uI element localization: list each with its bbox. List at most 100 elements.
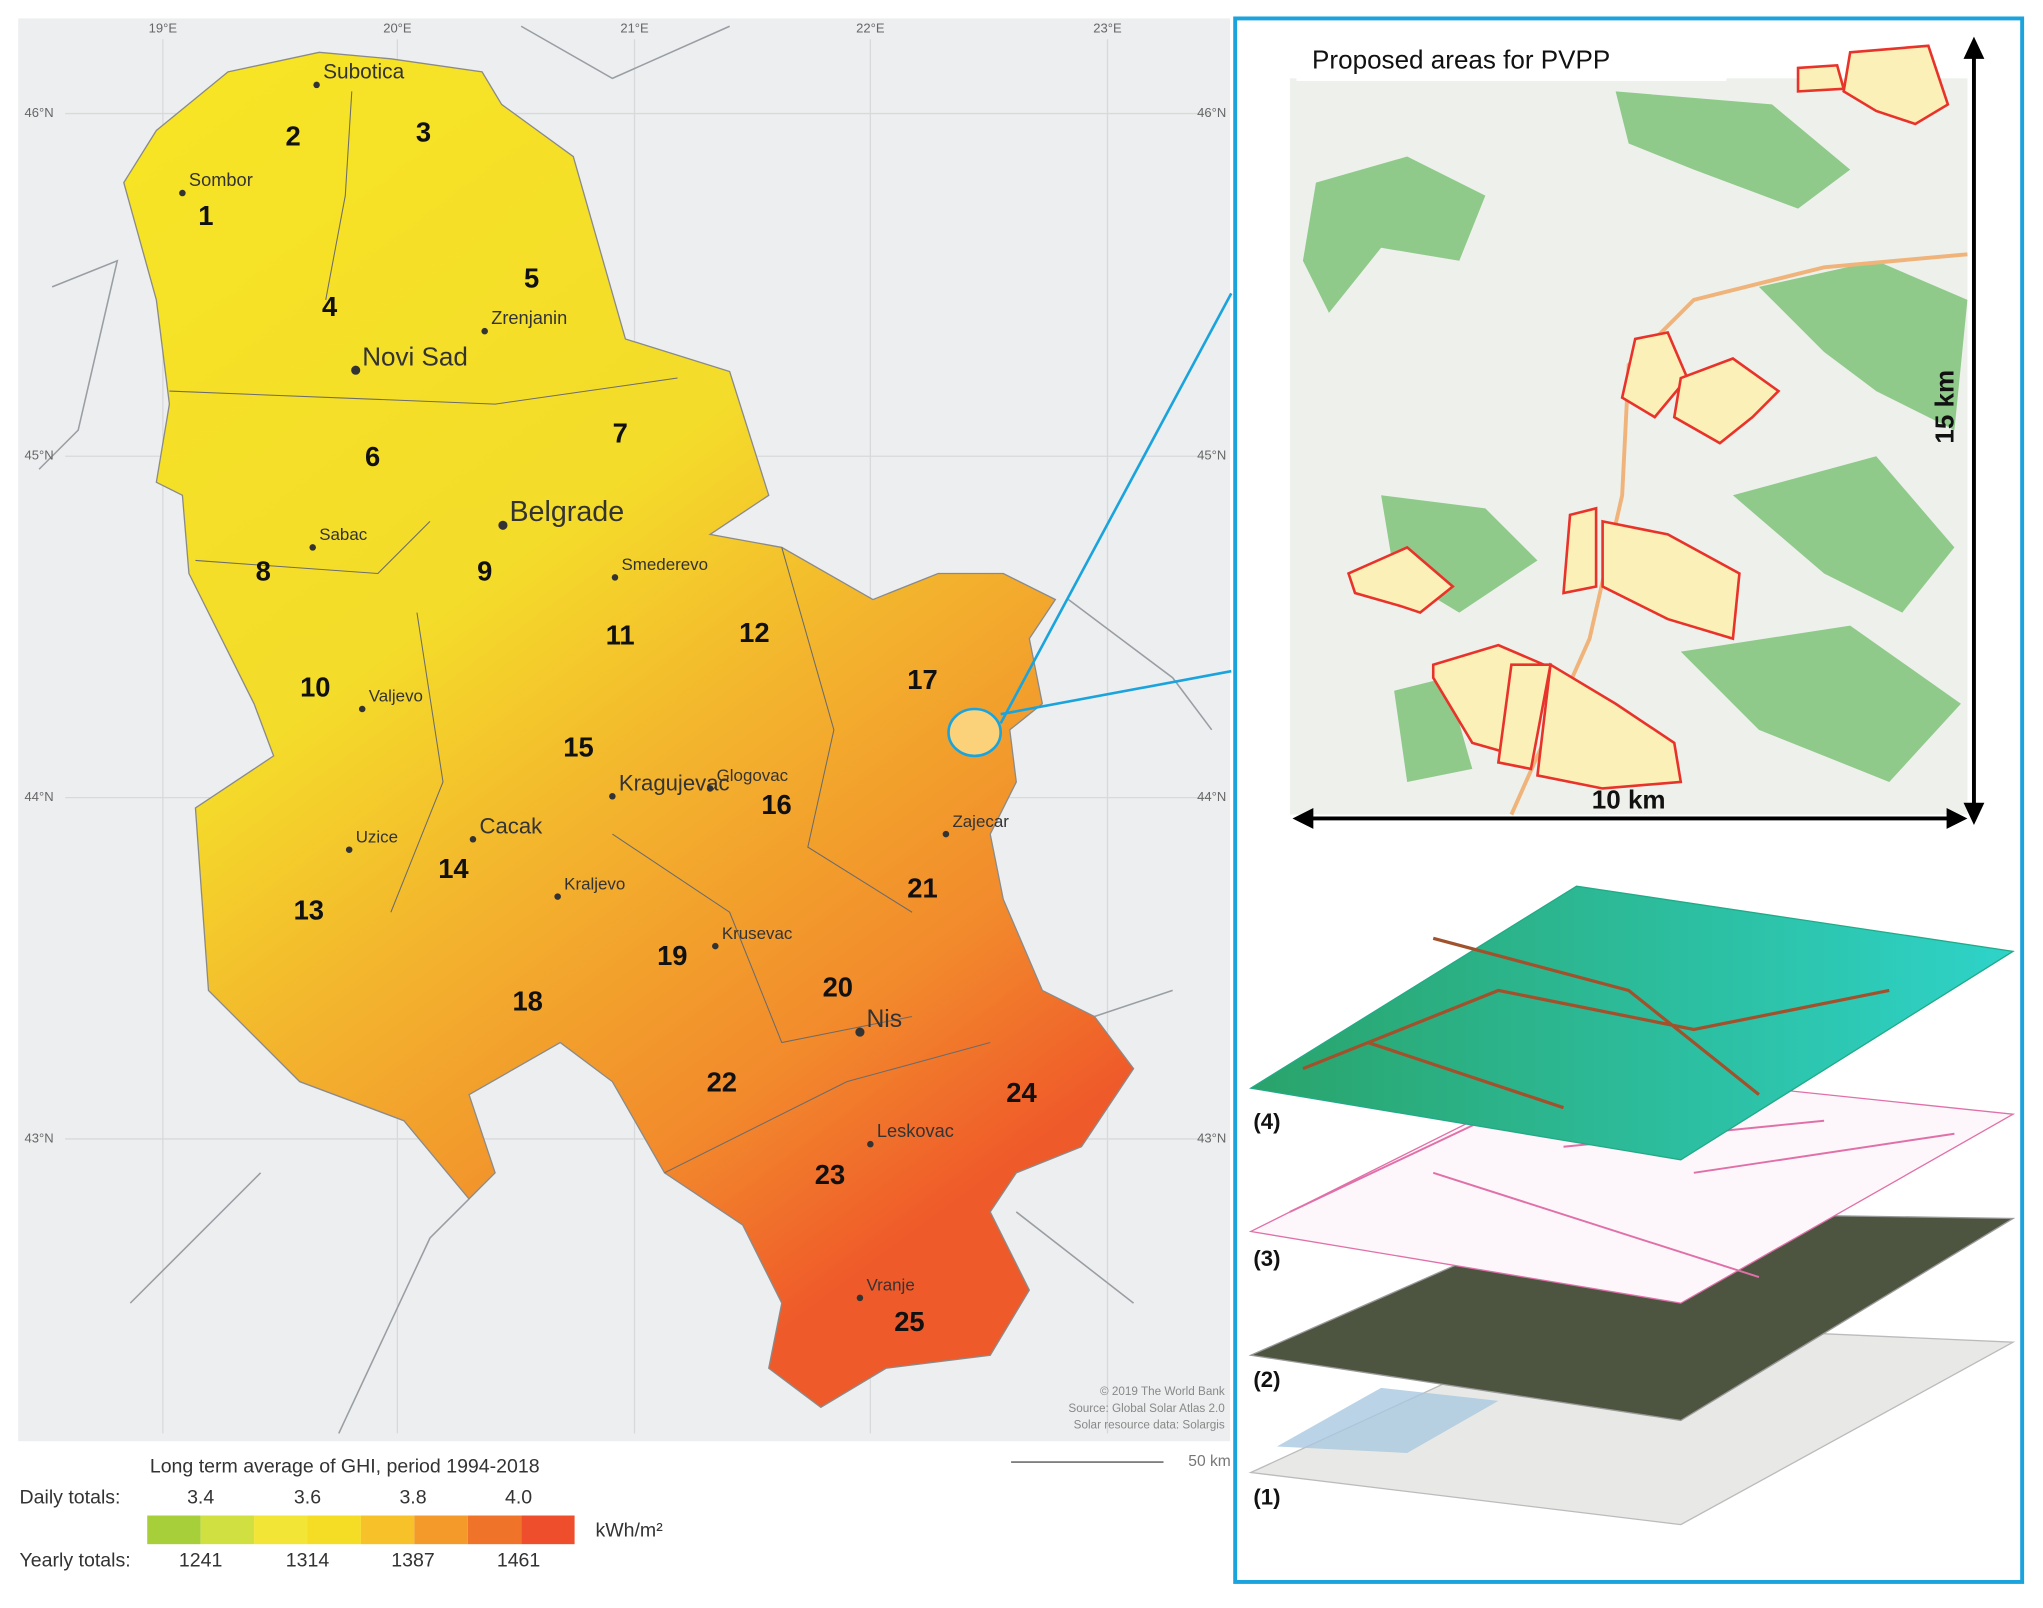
study-area xyxy=(947,707,1002,758)
region-number: 23 xyxy=(815,1159,845,1190)
right-panel xyxy=(1233,16,2025,1584)
city-label: Vranje xyxy=(866,1276,914,1295)
region-number: 3 xyxy=(416,117,431,148)
city-dot xyxy=(611,574,619,581)
city-label: Cacak xyxy=(479,813,543,838)
legend-label: Daily totals: xyxy=(20,1487,121,1509)
legend-title: Long term average of GHI, period 1994-20… xyxy=(150,1455,540,1477)
city-label: Leskovac xyxy=(877,1120,954,1141)
layer-label: (4) xyxy=(1253,1109,1280,1134)
city-label: Kragujevac xyxy=(619,770,730,795)
region-number: 25 xyxy=(894,1306,924,1337)
city-dot xyxy=(469,836,477,843)
credit: © 2019 The World Bank xyxy=(1100,1385,1225,1398)
region-number: 10 xyxy=(300,672,330,703)
latitude-label: 44°N xyxy=(25,789,54,804)
colorbar-segment xyxy=(414,1515,468,1545)
region-number: 19 xyxy=(657,940,687,971)
latitude-label: 45°N xyxy=(1197,448,1226,463)
region-number: 4 xyxy=(322,291,338,322)
latitude-label: 45°N xyxy=(25,448,54,463)
city-label: Sombor xyxy=(189,169,253,190)
region-number: 13 xyxy=(294,894,324,925)
colorbar-segment xyxy=(147,1515,201,1545)
region-number: 8 xyxy=(256,556,271,587)
city-dot xyxy=(856,1294,864,1302)
region-number: 14 xyxy=(438,853,469,884)
legend-yearly-value: 1387 xyxy=(391,1549,434,1571)
region-number: 18 xyxy=(512,986,542,1017)
legend-daily-value: 3.6 xyxy=(294,1487,321,1509)
city-dot xyxy=(313,81,320,89)
city-dot xyxy=(179,189,186,197)
legend-daily-value: 3.4 xyxy=(187,1487,214,1509)
city-dot xyxy=(706,785,714,792)
proposed-areas xyxy=(1346,44,1950,790)
forest xyxy=(1302,91,1968,782)
legend-yearly-value: 1314 xyxy=(286,1549,330,1571)
city-dot xyxy=(351,365,361,375)
city-dot xyxy=(345,846,353,853)
legend-daily-value: 3.8 xyxy=(399,1487,426,1509)
region-number: 22 xyxy=(707,1066,737,1097)
legend-label: Yearly totals: xyxy=(20,1549,131,1571)
district-borders xyxy=(169,91,991,1174)
longitude-label: 20°E xyxy=(383,20,412,35)
city-dot xyxy=(855,1027,865,1037)
inset-title-bg xyxy=(1296,39,1727,81)
callout-line xyxy=(999,292,1233,724)
callout-line xyxy=(1000,669,1232,716)
latitude-label: 43°N xyxy=(25,1130,54,1145)
dimension-label: 10 km xyxy=(1592,784,1666,814)
region-number: 17 xyxy=(907,664,937,695)
layer-1-patch xyxy=(1276,1387,1499,1453)
city-label: Glogovac xyxy=(717,766,789,785)
city-label: Valjevo xyxy=(369,687,423,706)
city-label: Krusevac xyxy=(722,924,793,943)
legend-yearly-value: 1461 xyxy=(497,1549,540,1571)
region-number: 9 xyxy=(477,556,492,587)
city-dot xyxy=(554,893,561,900)
arrow-heads xyxy=(1292,36,1985,829)
legend-daily-value: 4.0 xyxy=(505,1487,532,1509)
region-number: 11 xyxy=(606,620,635,651)
layer-label: (3) xyxy=(1253,1246,1280,1271)
region-number: 12 xyxy=(739,617,769,648)
latitude-label: 46°N xyxy=(25,105,54,120)
colorbar-segment xyxy=(200,1515,255,1545)
serbia xyxy=(123,51,1135,1409)
colorbar-segment xyxy=(360,1515,415,1545)
city-dot xyxy=(498,520,508,530)
colorbar-segment xyxy=(467,1515,522,1545)
longitude-label: 22°E xyxy=(856,20,885,35)
city-label: Zrenjanin xyxy=(491,307,567,328)
longitude-label: 23°E xyxy=(1093,20,1122,35)
city-label: Belgrade xyxy=(509,496,624,528)
latitude-label: 43°N xyxy=(1197,1130,1226,1145)
layer-label: (1) xyxy=(1253,1484,1280,1509)
city-dot xyxy=(712,942,719,950)
dimension-arrows xyxy=(1300,45,1976,821)
latitude-label: 46°N xyxy=(1197,105,1226,120)
city-label: Smederevo xyxy=(621,555,708,574)
city-label: Novi Sad xyxy=(362,341,468,371)
colorbar-segment xyxy=(521,1515,575,1545)
colorbar-segment xyxy=(307,1515,361,1545)
region-number: 24 xyxy=(1006,1077,1037,1108)
city-dot xyxy=(309,544,316,551)
city-dot xyxy=(481,327,488,335)
city-label: Subotica xyxy=(323,61,404,84)
region-number: 5 xyxy=(524,263,539,294)
region-number: 7 xyxy=(613,418,628,449)
inset-title: Proposed areas for PVPP xyxy=(1312,44,1610,74)
city-label: Zajecar xyxy=(952,812,1009,831)
layer-4-relief xyxy=(1302,936,1890,1110)
city-label: Nis xyxy=(866,1006,902,1033)
credit: Source: Global Solar Atlas 2.0 xyxy=(1068,1402,1225,1415)
dimension-label: 15 km xyxy=(1929,370,1959,444)
region-number: 2 xyxy=(286,121,301,152)
legend-yearly-value: 1241 xyxy=(179,1549,222,1571)
scale-label: 50 km xyxy=(1188,1453,1231,1470)
